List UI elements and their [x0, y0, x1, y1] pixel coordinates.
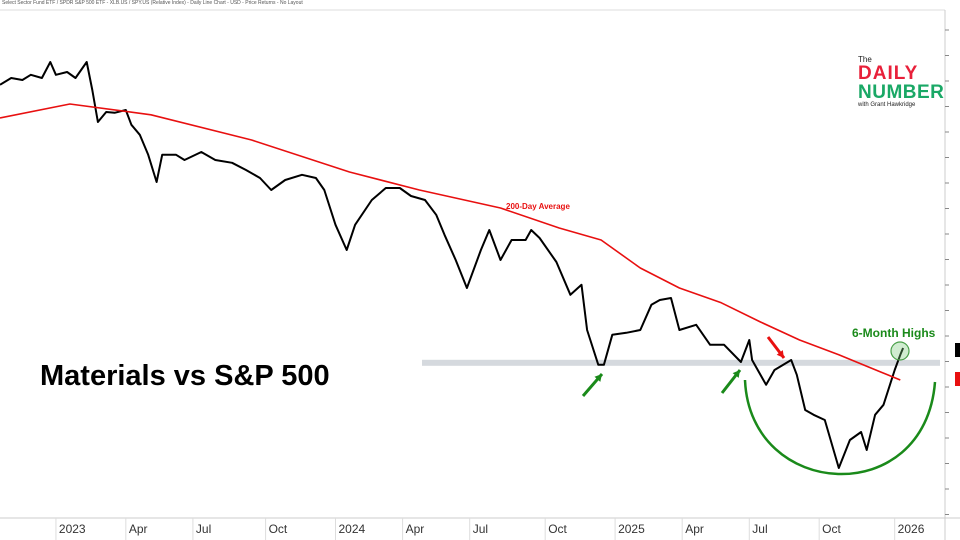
x-tick-label: Apr: [406, 522, 425, 536]
x-tick-label: Oct: [548, 522, 567, 536]
x-tick-label: Apr: [685, 522, 704, 536]
logo-number: NUMBER: [858, 82, 945, 103]
x-tick-label: 2026: [898, 522, 925, 536]
green-arrow-icon-head: [732, 370, 740, 378]
x-tick-label: Jul: [473, 522, 488, 536]
x-tick-label: 2024: [339, 522, 366, 536]
x-tick-label: Apr: [129, 522, 148, 536]
x-tick-label: Jul: [196, 522, 211, 536]
chart-header: Select Sector Fund ETF / SPDR S&P 500 ET…: [2, 0, 303, 6]
x-tick-label: Jul: [752, 522, 767, 536]
red-arrow-icon-head: [776, 350, 784, 358]
logo-daily: DAILY: [858, 63, 919, 84]
ma-label: 200-Day Average: [506, 202, 570, 211]
support-band: [422, 359, 940, 366]
price-line: [0, 61, 905, 469]
green-arrow-icon-head: [594, 374, 602, 382]
x-tick-label: Oct: [269, 522, 288, 536]
logo-with: with Grant Hawkridge: [858, 102, 916, 108]
ma-value-marker: [955, 372, 960, 386]
x-tick-label: 2023: [59, 522, 86, 536]
highs-circle: [890, 341, 910, 361]
six-month-highs-label: 6-Month Highs: [852, 326, 936, 340]
logo-the: The: [858, 55, 872, 64]
price-value-marker: [955, 343, 960, 357]
chart-title: Materials vs S&P 500: [40, 360, 330, 392]
x-tick-label: Oct: [822, 522, 841, 536]
bottom-arc: [743, 379, 937, 476]
daily-number-logo: The DAILY NUMBER with Grant Hawkridge: [858, 55, 958, 109]
moving-average-line: [0, 103, 901, 381]
x-tick-label: 2025: [618, 522, 645, 536]
